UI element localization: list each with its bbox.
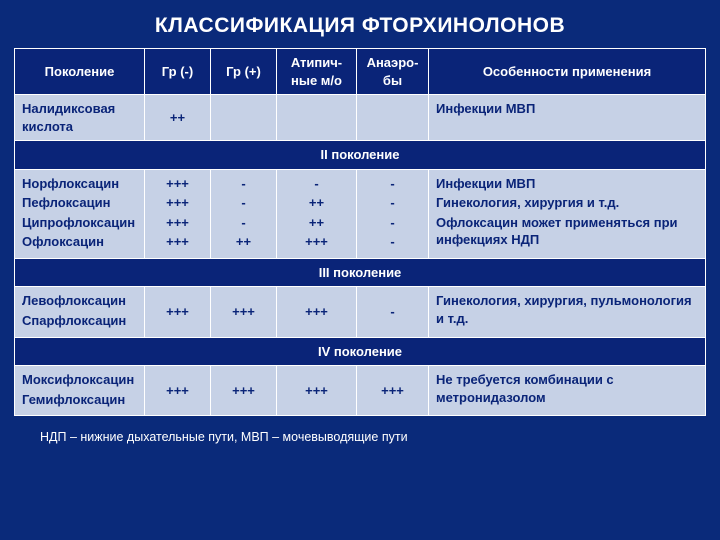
cell-value: -	[218, 194, 269, 212]
cell-atypical: +++	[277, 366, 357, 416]
note-line: Гинекология, хирургия и т.д.	[436, 194, 698, 212]
note-line: Офлоксацин может применяться при инфекци…	[436, 214, 698, 249]
cell-atypical: - ++ ++ +++	[277, 169, 357, 258]
cell-value: ++	[218, 233, 269, 251]
cell-gr-pos	[211, 95, 277, 141]
cell-drug: Налидиксовая кислота	[15, 95, 145, 141]
cell-value: -	[284, 175, 349, 193]
cell-anaerobes	[357, 95, 429, 141]
cell-value: -	[364, 233, 421, 251]
classification-table: Поколение Гр (-) Гр (+) Атипич-ные м/о А…	[14, 48, 706, 416]
gen2-label: II поколение	[15, 141, 706, 170]
cell-drug: Моксифлоксацин Гемифлоксацин	[15, 366, 145, 416]
generation-header: III поколение	[15, 258, 706, 287]
table-row: Налидиксовая кислота ++ Инфекции МВП	[15, 95, 706, 141]
gen3-label: III поколение	[15, 258, 706, 287]
drug-name: Спарфлоксацин	[22, 312, 137, 330]
cell-gr-neg: +++ +++ +++ +++	[145, 169, 211, 258]
drug-name: Пефлоксацин	[22, 194, 137, 212]
col-generation: Поколение	[15, 49, 145, 95]
cell-value: +++	[152, 194, 203, 212]
table-row: Норфлоксацин Пефлоксацин Ципрофлоксацин …	[15, 169, 706, 258]
cell-gr-neg: ++	[145, 95, 211, 141]
cell-value: ++	[284, 194, 349, 212]
cell-value: ++	[284, 214, 349, 232]
col-gr-pos: Гр (+)	[211, 49, 277, 95]
cell-value: +++	[284, 233, 349, 251]
gen4-label: IV поколение	[15, 337, 706, 366]
cell-drug: Норфлоксацин Пефлоксацин Ципрофлоксацин …	[15, 169, 145, 258]
col-atypical: Атипич-ные м/о	[277, 49, 357, 95]
table-row: Моксифлоксацин Гемифлоксацин +++ +++ +++…	[15, 366, 706, 416]
cell-gr-pos: - - - ++	[211, 169, 277, 258]
cell-value: +++	[152, 233, 203, 251]
cell-notes: Не требуется комбинации с метронидазолом	[429, 366, 706, 416]
cell-gr-neg: +++	[145, 366, 211, 416]
cell-value: -	[218, 175, 269, 193]
generation-header: II поколение	[15, 141, 706, 170]
drug-name: Гемифлоксацин	[22, 391, 137, 409]
drug-name: Левофлоксацин	[22, 292, 137, 310]
cell-anaerobes: -	[357, 287, 429, 337]
generation-header: IV поколение	[15, 337, 706, 366]
drug-name: Моксифлоксацин	[22, 371, 137, 389]
col-gr-neg: Гр (-)	[145, 49, 211, 95]
drug-name: Норфлоксацин	[22, 175, 137, 193]
col-notes: Особенности применения	[429, 49, 706, 95]
cell-notes: Инфекции МВП	[429, 95, 706, 141]
cell-value: +++	[152, 175, 203, 193]
cell-gr-pos: +++	[211, 287, 277, 337]
cell-value: -	[364, 214, 421, 232]
note-line: Инфекции МВП	[436, 175, 698, 193]
cell-gr-pos: +++	[211, 366, 277, 416]
col-anaerobes: Анаэро-бы	[357, 49, 429, 95]
footnote: НДП – нижние дыхательные пути, МВП – моч…	[40, 430, 706, 444]
table-row: Левофлоксацин Спарфлоксацин +++ +++ +++ …	[15, 287, 706, 337]
cell-value: -	[364, 194, 421, 212]
cell-atypical	[277, 95, 357, 141]
cell-notes: Инфекции МВП Гинекология, хирургия и т.д…	[429, 169, 706, 258]
drug-name: Офлоксацин	[22, 233, 137, 251]
cell-atypical: +++	[277, 287, 357, 337]
slide-title: КЛАССИФИКАЦИЯ ФТОРХИНОЛОНОВ	[14, 14, 706, 38]
cell-value: +++	[152, 214, 203, 232]
cell-anaerobes: +++	[357, 366, 429, 416]
cell-anaerobes: - - - -	[357, 169, 429, 258]
cell-gr-neg: +++	[145, 287, 211, 337]
cell-notes: Гинекология, хирургия, пульмонология и т…	[429, 287, 706, 337]
cell-value: -	[218, 214, 269, 232]
cell-value: -	[364, 175, 421, 193]
drug-name: Ципрофлоксацин	[22, 214, 137, 232]
cell-drug: Левофлоксацин Спарфлоксацин	[15, 287, 145, 337]
table-header-row: Поколение Гр (-) Гр (+) Атипич-ные м/о А…	[15, 49, 706, 95]
